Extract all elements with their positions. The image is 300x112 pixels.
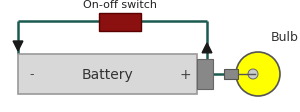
Polygon shape [13,42,23,51]
Text: Bulb: Bulb [271,31,299,44]
Bar [224,69,238,79]
Bar [18,55,197,94]
Bar [99,14,141,32]
Text: +: + [179,67,191,81]
Text: On-off switch: On-off switch [83,0,157,10]
Circle shape [248,69,258,79]
Bar [197,59,213,89]
Text: -: - [30,68,34,81]
Polygon shape [202,44,212,53]
Text: Battery: Battery [82,67,134,81]
Circle shape [236,53,280,96]
